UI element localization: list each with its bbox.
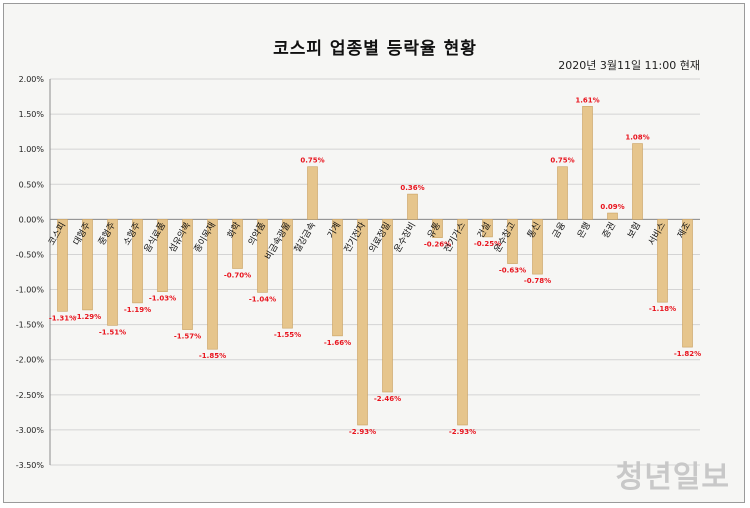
data-label: -0.25% [474,240,501,248]
data-label: 0.36% [400,184,424,192]
bar-운수장비 [407,193,418,220]
bar-전기전자 [357,219,368,426]
bar-소형주 [132,219,143,304]
bar-건설 [482,219,493,238]
data-label: 0.75% [300,157,324,165]
chart-title: 코스피 업종별 등락율 현황 [273,39,477,59]
y-tick-label: 0.50% [19,180,45,189]
data-label: -1.29% [74,313,101,321]
y-tick-label: -2.00% [16,356,45,365]
bar-운수창고 [507,219,518,264]
chart-subtitle: 2020년 3월11일 11:00 현재 [558,59,700,72]
category-label: 보험 [625,220,643,240]
publisher-watermark: 청년일보 [615,460,730,495]
data-label: -1.55% [274,331,301,339]
bar-대형주 [82,219,93,311]
data-label: 0.09% [600,203,624,211]
data-label: -1.18% [649,305,676,313]
bar-유통 [432,219,443,238]
bar-의료정밀 [382,219,393,393]
data-label: -1.82% [674,350,701,358]
data-label: -1.31% [49,314,76,322]
data-label: -0.26% [424,241,451,249]
y-tick-label: -2.50% [16,391,45,400]
category-label: 금융 [550,220,568,240]
data-label: -1.19% [124,306,151,314]
data-label: 0.75% [550,157,574,165]
bar-기계 [332,219,343,337]
y-tick-label: -1.00% [16,286,45,295]
y-tick-label: -3.00% [16,426,45,435]
bar-코스피 [57,219,68,312]
bar-비금속광물 [282,219,293,329]
bar-은행 [582,106,593,220]
bar-의약품 [257,219,268,293]
y-tick-label: 1.00% [19,145,45,154]
data-label: -0.63% [499,267,526,275]
data-label: -2.93% [449,428,476,436]
bar-제조 [682,219,693,348]
data-label: -1.51% [99,328,126,336]
bar-전기가스 [457,219,468,426]
bar-음식료품 [157,219,168,292]
data-label: 1.61% [575,96,599,104]
bar-종이목재 [207,219,218,350]
category-label: 증권 [599,220,618,240]
y-tick-label: -1.50% [16,321,45,330]
y-tick-label: -3.50% [16,461,45,470]
bar-섬유의복 [182,219,193,330]
y-tick-label: 0.00% [19,215,45,224]
data-label: -0.70% [224,271,251,279]
bar-통신 [532,219,543,275]
data-label: 1.08% [625,134,649,142]
data-label: -1.66% [324,339,351,347]
bar-금융 [557,166,568,220]
bar-철강금속 [307,166,318,220]
category-label: 철강금속 [292,220,318,254]
data-label: -1.04% [249,295,276,303]
bar-서비스 [657,219,668,303]
data-label: -0.78% [524,277,551,285]
bar-화학 [232,219,243,269]
data-label: -2.93% [349,428,376,436]
data-label: -1.57% [174,333,201,341]
category-label: 은행 [574,220,593,240]
y-tick-label: 2.00% [19,75,45,84]
chart-frame [3,3,745,503]
data-label: -1.03% [149,295,176,303]
data-label: -2.46% [374,395,401,403]
bar-중형주 [107,219,118,326]
category-label: 운수장비 [392,220,418,254]
bar-보험 [632,143,643,220]
bar-증권 [607,212,618,220]
data-label: -1.85% [199,352,226,360]
y-tick-label: 1.50% [19,110,45,119]
y-tick-label: -0.50% [16,250,45,259]
